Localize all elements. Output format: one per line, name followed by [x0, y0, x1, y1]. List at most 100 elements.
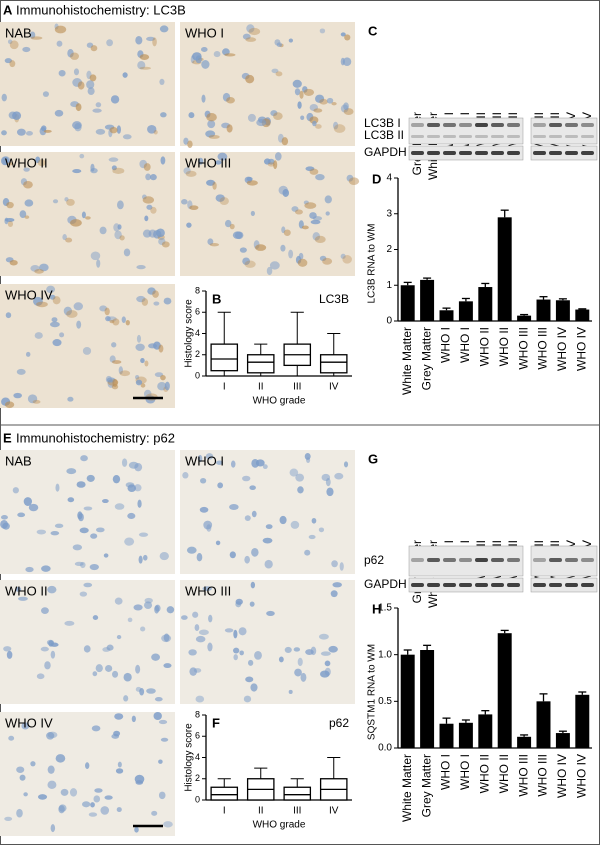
cell-nucleus [158, 791, 166, 800]
blot-band [507, 123, 520, 127]
stain [304, 202, 317, 209]
cell-nucleus [36, 529, 47, 535]
y-tick-label: 1.5 [378, 603, 392, 614]
cell-nucleus [332, 582, 342, 588]
y-tick-label: 0 [195, 794, 200, 804]
cell-nucleus [206, 524, 212, 532]
cell-nucleus [83, 506, 93, 511]
cell-nucleus [86, 474, 95, 482]
stain [246, 180, 258, 186]
cell-nucleus [137, 61, 146, 70]
stain [245, 74, 255, 84]
histology-image: NAB [0, 450, 175, 574]
stain [158, 344, 164, 353]
cell-nucleus [103, 553, 109, 558]
cell-nucleus [116, 125, 121, 134]
stain [273, 160, 278, 170]
cell-nucleus [312, 216, 323, 221]
cell-nucleus [19, 774, 26, 781]
cell-nucleus [92, 615, 99, 621]
stain [313, 108, 323, 113]
cell-nucleus [142, 229, 152, 238]
cell-nucleus [72, 544, 83, 551]
cell-nucleus [47, 765, 55, 774]
x-tick-label: Grey Matter [419, 754, 433, 817]
image-label: WHO IV [5, 715, 53, 730]
cell-nucleus [87, 87, 95, 96]
stain [342, 255, 352, 264]
stain [187, 140, 193, 148]
cell-nucleus [112, 474, 121, 484]
cell-nucleus [23, 497, 33, 506]
cell-nucleus [5, 312, 12, 319]
cell-nucleus [72, 169, 82, 174]
stain [315, 124, 322, 129]
cell-nucleus [69, 788, 78, 797]
x-tick-label: III [293, 806, 301, 817]
cell-nucleus [319, 28, 326, 34]
cell-nucleus [250, 210, 255, 216]
cell-nucleus [339, 562, 344, 571]
blot-band [427, 151, 440, 155]
cell-nucleus [55, 754, 66, 763]
x-tick-label: WHO II [477, 327, 491, 366]
cell-nucleus [41, 125, 47, 132]
blot-band [427, 123, 440, 127]
cell-nucleus [30, 761, 36, 767]
cell-nucleus [64, 620, 75, 626]
stain [322, 257, 333, 265]
row-label: LC3B II [364, 128, 404, 142]
cell-nucleus [163, 821, 173, 828]
cell-nucleus [127, 512, 136, 520]
y-axis-label: Histology score [184, 723, 195, 792]
image-background [0, 152, 175, 276]
blot-band [427, 558, 440, 562]
panel-letter: G [368, 451, 378, 466]
bar [497, 633, 512, 748]
stain [226, 124, 233, 133]
cell-nucleus [86, 80, 95, 89]
cell-nucleus [206, 179, 216, 186]
x-tick-label: WHO I [458, 327, 472, 363]
cell-nucleus [300, 115, 305, 121]
cell-nucleus [217, 482, 224, 489]
stain [7, 162, 14, 166]
annotation: LC3B [319, 292, 349, 306]
cell-nucleus [215, 540, 221, 546]
cell-nucleus [143, 389, 152, 399]
cell-nucleus [46, 732, 55, 740]
blot-band [443, 583, 456, 587]
cell-nucleus [111, 165, 117, 171]
cell-nucleus [17, 512, 26, 518]
image-label: WHO IV [5, 287, 53, 302]
cell-nucleus [74, 561, 84, 566]
cell-nucleus [151, 653, 160, 661]
stain [112, 318, 120, 326]
stain [70, 219, 82, 227]
cell-nucleus [62, 234, 67, 241]
cell-nucleus [278, 185, 288, 195]
x-tick-label: IV [329, 806, 339, 817]
cell-nucleus [54, 109, 64, 117]
y-tick-label: 3 [386, 208, 392, 219]
cell-nucleus [41, 607, 49, 615]
cell-nucleus [181, 199, 188, 205]
stain [70, 52, 80, 60]
cell-nucleus [247, 659, 254, 666]
y-tick-label: 4 [386, 173, 392, 184]
cell-nucleus [63, 306, 72, 316]
cell-nucleus [304, 549, 311, 556]
cell-nucleus [101, 499, 109, 504]
cell-nucleus [90, 251, 101, 261]
stain [141, 298, 149, 306]
blot-band [491, 558, 504, 562]
blot-band [459, 583, 472, 587]
histology-image: WHO I [180, 450, 355, 574]
stain [112, 360, 122, 364]
cell-nucleus [135, 379, 143, 386]
cell-nucleus [145, 173, 151, 181]
cell-nucleus [244, 555, 250, 564]
stain [299, 90, 304, 99]
bar [555, 733, 570, 748]
cell-nucleus [328, 645, 338, 653]
